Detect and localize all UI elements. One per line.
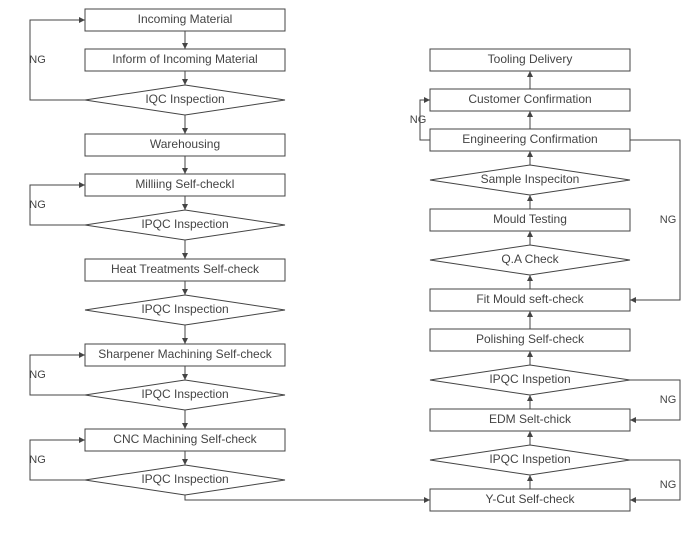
ng-label-left-2: NG — [29, 369, 46, 381]
left-node-4-label: Milliing Self-checkI — [135, 177, 234, 191]
ng-label-right-0: NG — [660, 479, 677, 491]
right-node-2-label: EDM Selt-chick — [489, 412, 572, 426]
ng-label-left-0: NG — [29, 54, 46, 66]
left-node-2-label: IQC Inspection — [145, 92, 224, 106]
left-node-11-label: IPQC Inspection — [141, 472, 228, 486]
left-node-1-label: Inform of Incoming Material — [112, 52, 257, 66]
left-node-5-label: IPQC Inspection — [141, 217, 228, 231]
ng-label-right-1: NG — [660, 214, 677, 226]
right-node-0-label: Y-Cut Self-check — [486, 492, 576, 506]
ng-label-right-2: NG — [660, 394, 677, 406]
left-node-6-label: Heat Treatments Self-check — [111, 262, 260, 276]
right-node-6-label: Q.A Check — [501, 252, 559, 266]
right-node-4-label: Polishing Self-check — [476, 332, 585, 346]
ng-label-inner-0: NG — [410, 114, 427, 126]
right-node-3-label: IPQC Inspetion — [489, 372, 570, 386]
left-node-9-label: IPQC Inspection — [141, 387, 228, 401]
process-flowchart: Incoming Material Inform of Incoming Mate… — [0, 0, 700, 544]
right-node-8-label: Sample Inspeciton — [481, 172, 580, 186]
right-node-10-label: Customer Confirmation — [468, 92, 591, 106]
left-node-3-label: Warehousing — [150, 137, 220, 151]
right-node-9-label: Engineering Confirmation — [462, 132, 597, 146]
left-node-10-label: CNC Machining Self-check — [113, 432, 257, 446]
ng-label-left-1: NG — [29, 199, 46, 211]
right-node-11-label: Tooling Delivery — [488, 52, 573, 66]
left-node-0-label: Incoming Material — [138, 12, 233, 26]
ng-label-left-3: NG — [29, 454, 46, 466]
left-node-7-label: IPQC Inspection — [141, 302, 228, 316]
left-node-8-label: Sharpener Machining Self-check — [98, 347, 272, 361]
right-node-1-label: IPQC Inspetion — [489, 452, 570, 466]
right-node-5-label: Fit Mould seft-check — [476, 292, 584, 306]
right-node-7-label: Mould Testing — [493, 212, 567, 226]
